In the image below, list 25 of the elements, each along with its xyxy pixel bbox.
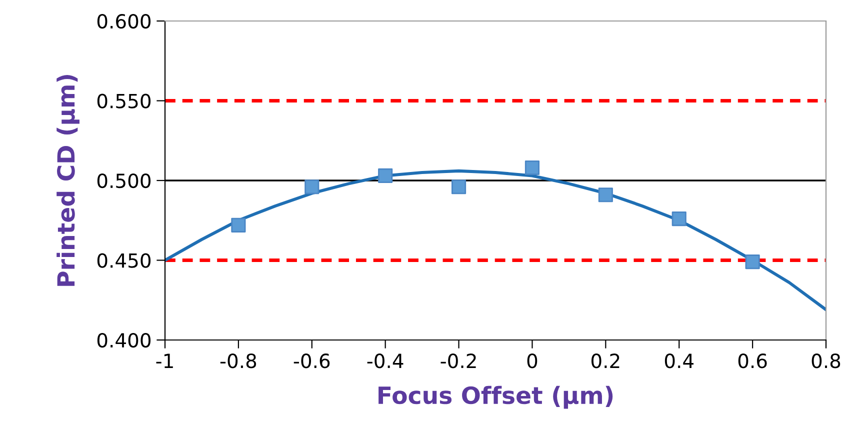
x-tick-label: 0.2 bbox=[591, 354, 620, 368]
point bbox=[598, 188, 613, 202]
x-tick-label: -0.4 bbox=[367, 354, 404, 368]
x-tick-label: -0.2 bbox=[440, 354, 476, 368]
point bbox=[745, 254, 760, 270]
y-axis-title: Printed CD (µm) bbox=[56, 75, 80, 286]
y-tick-label: 0.400 bbox=[97, 332, 151, 348]
x-tick-label: 0.4 bbox=[664, 354, 694, 368]
point bbox=[378, 168, 393, 183]
x-axis-title: Focus Offset (µm) bbox=[378, 386, 613, 409]
point bbox=[524, 160, 540, 176]
point bbox=[451, 180, 466, 194]
y-tick-label: 0.500 bbox=[97, 173, 151, 188]
y-tick-label: 0.600 bbox=[97, 14, 151, 29]
y-tick-label: 0.550 bbox=[97, 94, 151, 108]
x-tick-label: -0.6 bbox=[294, 354, 330, 368]
x-tick-label: 0 bbox=[527, 354, 538, 368]
y-tick-label: 0.450 bbox=[97, 253, 151, 268]
point bbox=[231, 218, 246, 232]
x-tick-label: 0.8 bbox=[812, 354, 840, 368]
point bbox=[672, 211, 686, 226]
x-tick-label: -1 bbox=[156, 354, 173, 368]
x-tick-label: -0.8 bbox=[220, 354, 256, 368]
point bbox=[304, 180, 320, 194]
x-tick-label: 0.6 bbox=[738, 354, 767, 368]
